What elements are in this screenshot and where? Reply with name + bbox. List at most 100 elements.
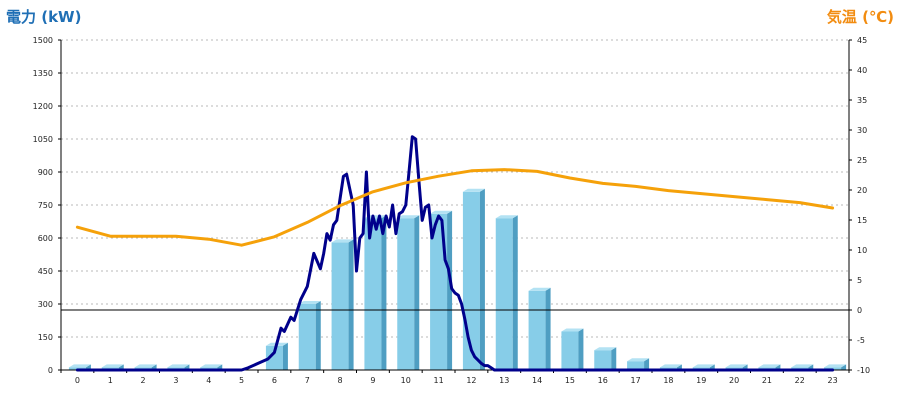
right-axis-title: 気温 (℃) xyxy=(827,8,894,26)
right-tick-label: 10 xyxy=(857,246,867,255)
right-tick-label: 35 xyxy=(857,96,867,105)
x-tick-label: 13 xyxy=(499,376,509,385)
bar-side xyxy=(644,358,650,370)
bar-side xyxy=(315,301,321,370)
right-tick-label: 0 xyxy=(857,306,862,315)
x-tick-label: 21 xyxy=(762,376,772,385)
bar-top xyxy=(594,347,617,351)
bar-face xyxy=(528,290,546,370)
x-tick-label: 6 xyxy=(272,376,277,385)
x-tick-label: 20 xyxy=(729,376,739,385)
left-tick-label: 900 xyxy=(38,168,53,177)
right-tick-label: 15 xyxy=(857,216,867,225)
bar-top xyxy=(134,364,157,368)
bar-face xyxy=(298,304,316,370)
bar-face xyxy=(462,191,480,370)
x-tick-label: 19 xyxy=(696,376,706,385)
bar xyxy=(495,215,518,370)
bar-side xyxy=(447,210,453,370)
x-tick-label: 4 xyxy=(206,376,211,385)
bar-top xyxy=(659,364,682,368)
bar-face xyxy=(495,218,513,370)
bar-top xyxy=(298,301,321,304)
left-tick-label: 450 xyxy=(38,267,53,276)
left-tick-label: 1500 xyxy=(33,36,53,45)
left-tick-label: 0 xyxy=(48,366,53,375)
x-tick-label: 5 xyxy=(239,376,244,385)
bar-face xyxy=(594,350,612,370)
x-tick-label: 1 xyxy=(108,376,113,385)
bar-side xyxy=(841,364,847,370)
bar-face xyxy=(364,218,382,370)
x-tick-label: 3 xyxy=(173,376,178,385)
left-tick-label: 1050 xyxy=(33,135,53,144)
bar xyxy=(561,328,584,370)
x-tick-label: 2 xyxy=(141,376,146,385)
bar-series xyxy=(68,188,847,370)
bar-face xyxy=(331,242,349,370)
bar-side xyxy=(414,215,420,370)
right-tick-label: 5 xyxy=(857,276,862,285)
bar-face xyxy=(430,213,448,370)
bar-top xyxy=(495,215,518,219)
right-tick-label: -5 xyxy=(857,336,865,345)
bar-top xyxy=(200,364,223,368)
bar xyxy=(528,287,551,370)
temperature-line xyxy=(75,168,835,247)
bar-side xyxy=(282,342,288,370)
left-tick-label: 150 xyxy=(38,333,53,342)
x-tick-label: 18 xyxy=(663,376,673,385)
tick-labels: 01503004506007509001050120013501500-10-5… xyxy=(33,36,870,385)
bar-face xyxy=(561,331,579,370)
bar-top xyxy=(462,188,485,192)
left-tick-label: 300 xyxy=(38,300,53,309)
left-tick-label: 750 xyxy=(38,201,53,210)
bar xyxy=(265,342,288,370)
bar-top xyxy=(824,364,847,368)
bar-top xyxy=(430,210,453,214)
bar xyxy=(430,210,453,370)
x-tick-label: 12 xyxy=(466,376,476,385)
right-tick-label: 30 xyxy=(857,126,867,135)
x-tick-label: 8 xyxy=(338,376,343,385)
bar xyxy=(594,347,617,370)
bar-top xyxy=(331,239,354,243)
bar-top xyxy=(68,364,91,368)
bar-face xyxy=(265,345,283,370)
x-tick-label: 22 xyxy=(795,376,805,385)
right-tick-label: 45 xyxy=(857,36,867,45)
x-tick-label: 23 xyxy=(827,376,837,385)
bar-side xyxy=(578,328,584,370)
bar-top xyxy=(561,328,584,332)
bar-side xyxy=(611,347,617,370)
x-tick-label: 9 xyxy=(370,376,375,385)
bar xyxy=(627,358,650,370)
right-tick-label: 20 xyxy=(857,186,867,195)
bar-side xyxy=(479,188,485,370)
right-tick-label: -10 xyxy=(857,366,870,375)
x-tick-label: 15 xyxy=(565,376,575,385)
bar-top xyxy=(758,364,781,368)
left-tick-label: 1350 xyxy=(33,69,53,78)
bar xyxy=(364,215,387,370)
bar-side xyxy=(348,239,354,370)
bar xyxy=(298,301,321,370)
right-tick-label: 40 xyxy=(857,66,867,75)
bar xyxy=(331,239,354,370)
bar xyxy=(397,215,420,370)
bar-top xyxy=(528,287,551,291)
bar-top xyxy=(791,364,814,368)
bar-top xyxy=(397,215,420,219)
bar-side xyxy=(381,215,387,370)
left-tick-label: 600 xyxy=(38,234,53,243)
x-tick-label: 11 xyxy=(433,376,443,385)
bar-face xyxy=(627,361,645,370)
x-tick-label: 0 xyxy=(75,376,80,385)
bar-face xyxy=(397,218,415,370)
x-tick-label: 10 xyxy=(401,376,411,385)
x-tick-label: 16 xyxy=(598,376,608,385)
x-tick-label: 14 xyxy=(532,376,542,385)
left-tick-label: 1200 xyxy=(33,102,53,111)
x-tick-label: 17 xyxy=(630,376,640,385)
